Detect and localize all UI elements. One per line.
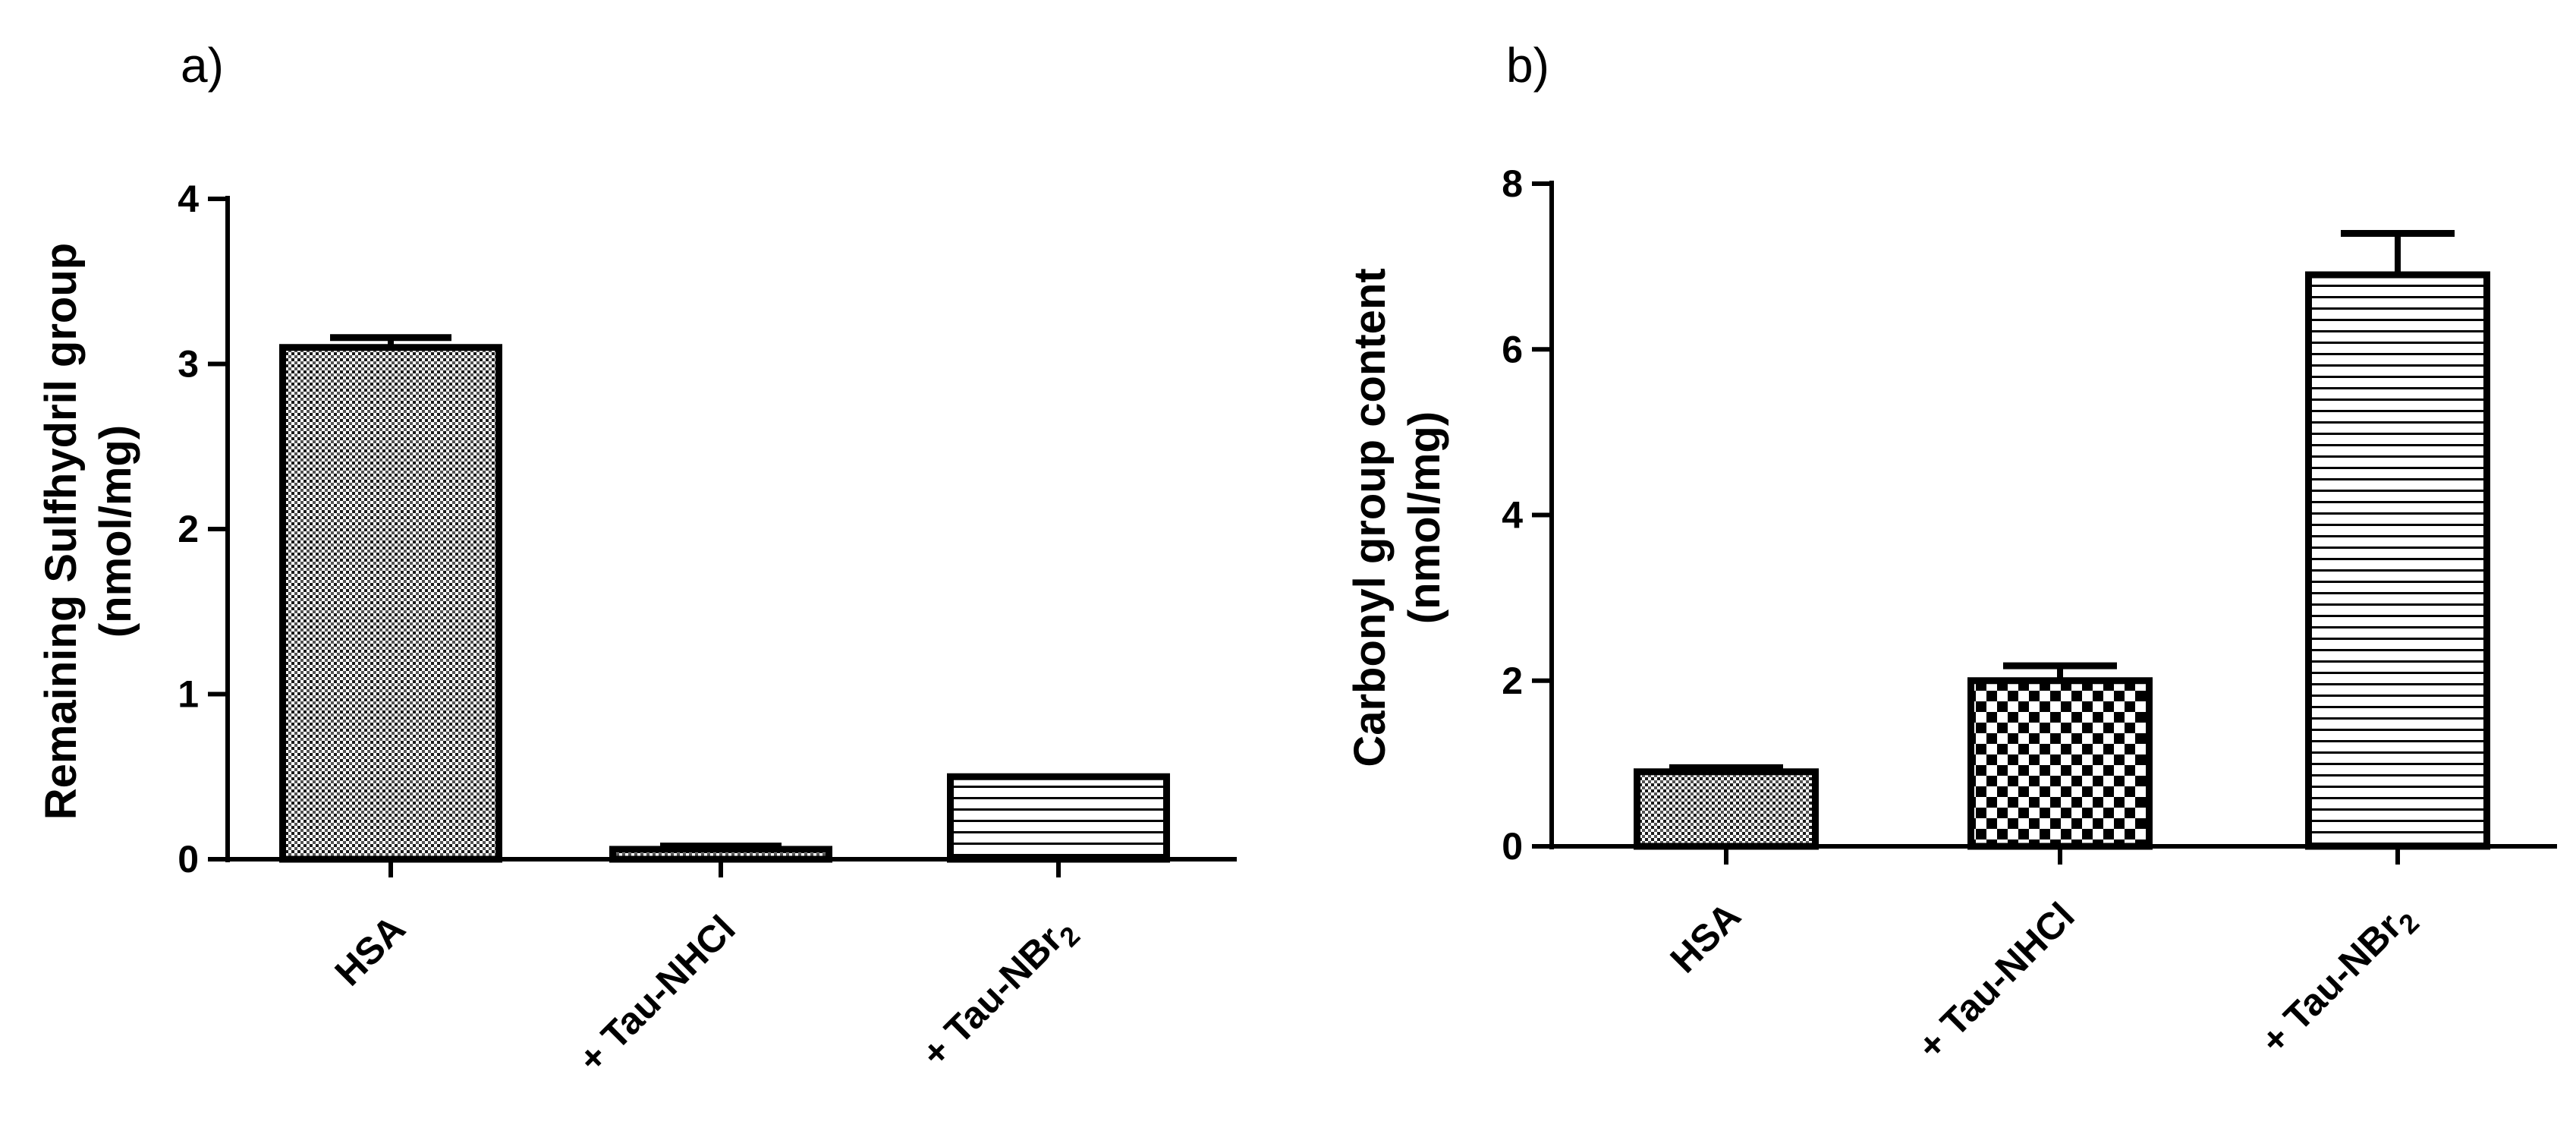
y-tick-label: 4 bbox=[1502, 494, 1523, 537]
y-axis-label: Remaining Sulfhydril group (nmol/mg) bbox=[36, 243, 140, 820]
y-tick-label: 2 bbox=[1502, 660, 1523, 702]
bar-hsa bbox=[279, 344, 502, 863]
y-axis-label-line-1: Remaining Sulfhydril group bbox=[36, 243, 86, 820]
bar-tau-nhcl bbox=[1967, 677, 2153, 850]
x-category-label: HSA bbox=[327, 907, 414, 994]
y-tick-label: 6 bbox=[1502, 328, 1523, 370]
bar-hsa bbox=[1634, 768, 1819, 850]
y-tick-label: 8 bbox=[1502, 162, 1523, 205]
y-tick-label: 2 bbox=[178, 508, 199, 550]
bar-tau-nbr2 bbox=[2305, 271, 2490, 850]
y-axis-label-line-2: (nmol/mg) bbox=[91, 425, 140, 638]
y-tick-label: 0 bbox=[178, 838, 199, 880]
y-tick-label: 1 bbox=[178, 673, 199, 716]
panel-b-chart: b) Carbonyl group content (nmol/mg) 0 2 4 6… bbox=[1345, 38, 2557, 1068]
x-category-label: + Tau-NHCl bbox=[570, 907, 743, 1080]
y-tick-label: 0 bbox=[1502, 825, 1523, 868]
panel-label: a) bbox=[181, 38, 224, 93]
x-category-label: + Tau-NBr2 bbox=[914, 907, 1086, 1079]
x-category-label: + Tau-NBr2 bbox=[2253, 894, 2425, 1066]
bar-tau-nbr2 bbox=[947, 773, 1170, 863]
y-axis-label-line-1: Carbonyl group content bbox=[1345, 268, 1395, 767]
panel-a-chart: a) Remaining Sulfhydril group (nmol/mg) … bbox=[36, 38, 1237, 1081]
x-category-label: HSA bbox=[1662, 894, 1749, 981]
panel-label: b) bbox=[1506, 38, 1549, 93]
y-tick-label: 3 bbox=[178, 343, 199, 386]
x-category-label: + Tau-NHCl bbox=[1909, 894, 2082, 1067]
y-axis-label-line-2: (nmol/mg) bbox=[1400, 411, 1449, 624]
y-tick-label: 4 bbox=[178, 178, 199, 220]
y-axis-label: Carbonyl group content (nmol/mg) bbox=[1345, 268, 1449, 767]
